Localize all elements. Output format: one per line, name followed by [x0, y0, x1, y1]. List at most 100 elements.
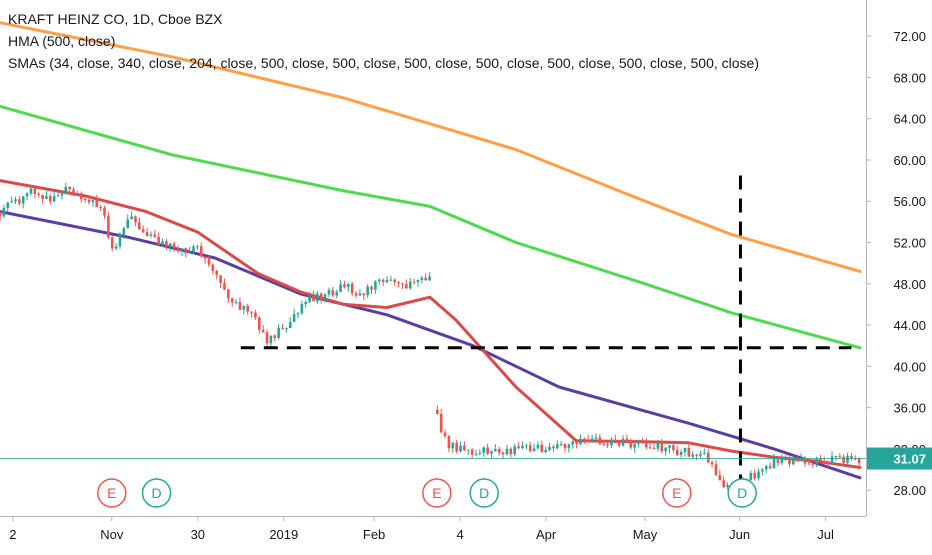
candle-body: [362, 293, 366, 296]
dividend-marker[interactable]: D: [141, 478, 172, 508]
candle-body: [107, 215, 110, 238]
candle: [459, 441, 462, 453]
candle: [230, 297, 234, 307]
candle-body: [350, 283, 354, 294]
candle-body: [687, 447, 691, 457]
candle-body: [358, 293, 362, 296]
candle-body: [826, 462, 830, 465]
candle-body: [273, 335, 277, 338]
candle: [505, 445, 509, 456]
candle: [555, 440, 559, 450]
candle-body: [424, 277, 427, 281]
candle-body: [397, 282, 400, 284]
candle: [521, 441, 524, 450]
candle-body: [695, 454, 698, 456]
candle: [33, 187, 37, 199]
last-price-badge[interactable]: [867, 447, 932, 470]
candle: [687, 442, 691, 457]
candle: [811, 462, 814, 468]
candle-body: [652, 447, 656, 449]
earnings-marker[interactable]: E: [662, 478, 692, 508]
candle-body: [323, 294, 327, 300]
candle: [463, 441, 466, 451]
ma-line-1[interactable]: [0, 21, 862, 273]
candle-body: [188, 251, 191, 254]
candle-body: [327, 290, 331, 295]
candle: [107, 211, 110, 239]
candle: [602, 439, 606, 446]
candle-body: [691, 454, 695, 457]
candle: [184, 247, 188, 258]
candle-body: [823, 460, 826, 463]
ma-line-4[interactable]: [0, 179, 862, 469]
candle-body: [126, 219, 130, 229]
candle: [316, 291, 319, 305]
earnings-marker[interactable]: E: [422, 478, 452, 508]
candle: [134, 215, 137, 227]
candle: [703, 448, 706, 455]
candle: [118, 232, 122, 249]
candle-body: [288, 321, 292, 329]
candle: [753, 469, 756, 481]
earnings-marker[interactable]: E: [97, 478, 127, 508]
legend-smas[interactable]: SMAs (34, close, 340, close, 204, close,…: [8, 55, 759, 71]
candle: [536, 441, 540, 451]
candle-body: [165, 241, 168, 247]
candle: [412, 279, 416, 285]
candle: [138, 217, 141, 230]
candle: [370, 285, 373, 295]
dividend-marker[interactable]: D: [469, 478, 499, 508]
candle-body: [625, 438, 629, 442]
candle-body: [138, 222, 141, 230]
candle-body: [347, 283, 350, 287]
dividend-marker[interactable]: D: [727, 478, 757, 508]
candle-body: [648, 447, 652, 449]
legend-hma[interactable]: HMA (500, close): [8, 33, 116, 49]
ma-line-2[interactable]: [0, 104, 862, 350]
candle-body: [161, 241, 164, 245]
marker-circle: [97, 478, 127, 508]
candle: [285, 327, 288, 333]
candle: [149, 231, 153, 238]
candle: [87, 197, 91, 205]
candle-body: [838, 456, 842, 458]
candle: [242, 305, 246, 315]
candle-body: [110, 237, 114, 249]
candle-body: [335, 291, 338, 296]
candle: [803, 456, 807, 467]
candle: [768, 462, 772, 470]
time-axis[interactable]: 2 Nov 30 2019 Feb 4 Apr May Jun Jul: [0, 516, 866, 542]
candle: [633, 443, 636, 453]
candle: [52, 191, 56, 203]
candle-body: [683, 447, 687, 452]
candle-body: [834, 456, 838, 458]
y-tick-label: 64.00: [893, 112, 926, 127]
candle-body: [675, 449, 679, 456]
candle-body: [416, 279, 420, 283]
candle-body: [447, 436, 451, 449]
candle: [641, 437, 644, 444]
candle: [227, 288, 230, 303]
candle: [374, 280, 377, 294]
candle: [823, 456, 826, 464]
candle: [501, 451, 505, 459]
candle: [0, 211, 2, 222]
candle: [780, 454, 784, 465]
candle-body: [606, 444, 609, 446]
candle-body: [443, 432, 447, 437]
y-tick-label: 44.00: [893, 318, 926, 333]
candle-body: [6, 202, 10, 209]
ma-line-3[interactable]: [0, 210, 862, 480]
candle: [300, 300, 304, 315]
candle-body: [846, 455, 849, 463]
candle-body: [114, 246, 118, 249]
candle-body: [807, 463, 811, 465]
candle-body: [381, 279, 385, 283]
candle-body: [281, 327, 284, 329]
candle-body: [679, 451, 683, 456]
x-tick-label: 2: [9, 527, 16, 542]
legend-title[interactable]: KRAFT HEINZ CO, 1D, Cboe BZX: [8, 11, 223, 27]
candle-body: [401, 283, 404, 285]
